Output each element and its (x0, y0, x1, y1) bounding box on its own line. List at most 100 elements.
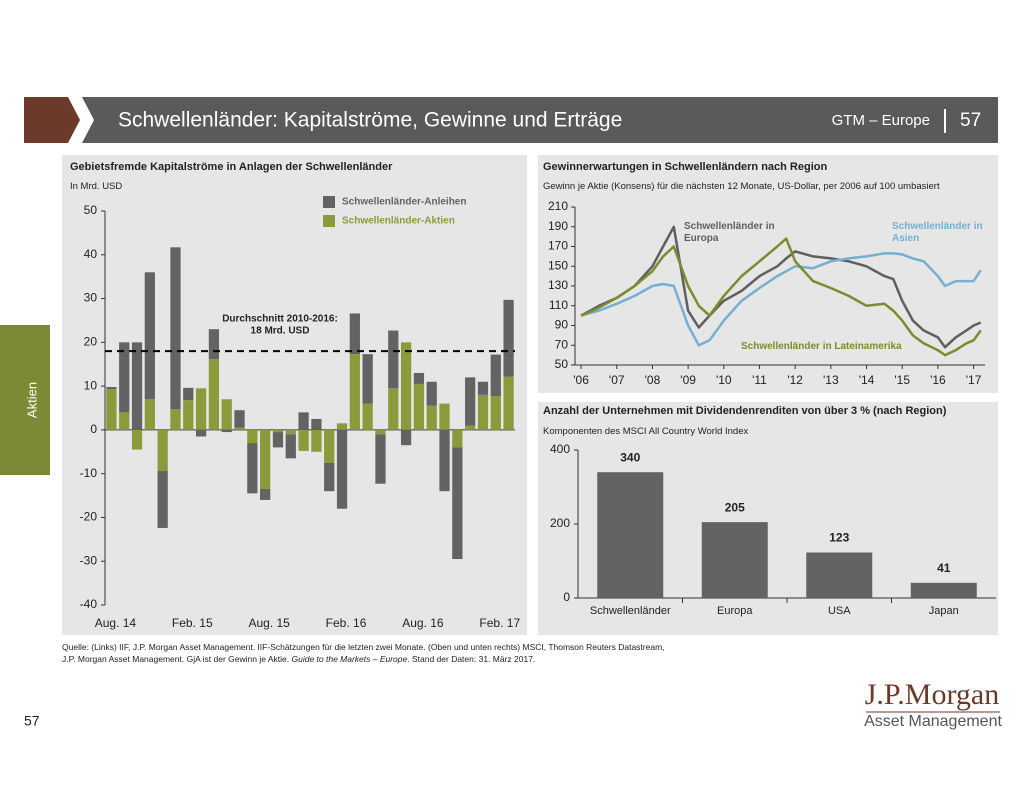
slide-title: Schwellenländer: Kapitalströme, Gewinne … (118, 109, 622, 132)
y-tick-label: 400 (550, 442, 570, 456)
bar-segment (106, 386, 117, 390)
bar (910, 582, 977, 598)
legend-swatch (323, 215, 335, 227)
bar-segment (439, 429, 450, 492)
bar-segment (298, 429, 309, 451)
bar-segment (388, 330, 399, 389)
series-label: Schwellenländer in Lateinamerika (741, 341, 902, 352)
bar-segment (477, 381, 489, 395)
bar-segment (195, 429, 207, 437)
bar-segment (336, 429, 348, 509)
x-tick-label: '08 (645, 373, 661, 387)
x-tick-label: Feb. 16 (326, 616, 367, 630)
x-tick-label: Aug. 16 (402, 616, 444, 630)
chart-subtitle: Komponenten des MSCI All Country World I… (543, 426, 749, 437)
chart-title: Anzahl der Unternehmen mit Dividendenren… (543, 405, 947, 417)
footer-page-number: 57 (24, 713, 40, 729)
legend-swatch (323, 196, 335, 208)
side-tab (0, 325, 50, 475)
bar-segment (400, 342, 412, 430)
bar-segment (234, 410, 245, 428)
series-label: Schwellenländer in Asien (892, 221, 983, 244)
logo: J.P.Morgan (865, 678, 999, 711)
source-text: . Stand der Daten: 31. März 2017. (407, 654, 536, 664)
bar-segment (221, 429, 232, 433)
x-tick-label: Japan (929, 605, 959, 617)
y-tick-label: 40 (84, 247, 98, 261)
x-tick-label: '06 (573, 373, 589, 387)
bar-segment (119, 342, 130, 413)
y-tick-label: 50 (84, 203, 98, 217)
x-tick-label: '12 (787, 373, 803, 387)
value-label: 41 (937, 561, 951, 575)
bar-segment (272, 432, 284, 448)
y-tick-label: 30 (84, 291, 98, 305)
x-tick-label: '10 (716, 373, 732, 387)
source-line: J.P. Morgan Asset Management. GjA ist de… (62, 653, 665, 665)
logo-sub: Asset Management (864, 713, 1002, 730)
chart-title: Gebietsfremde Kapitalströme in Anlagen d… (70, 161, 393, 173)
page-number: 57 (960, 110, 981, 131)
bar-segment (426, 381, 437, 406)
chart-subtitle: Gewinn je Aktie (Konsens) für die nächst… (543, 181, 940, 192)
bar-segment (208, 329, 220, 359)
bar-segment (388, 388, 399, 430)
panel (538, 155, 998, 393)
bar-segment (260, 429, 271, 489)
y-tick-label: 150 (548, 258, 568, 272)
x-tick-label: Feb. 17 (479, 616, 520, 630)
legend-label: Schwellenländer-Aktien (342, 216, 455, 227)
x-tick-label: '16 (930, 373, 946, 387)
line-series (580, 225, 982, 349)
side-tab-label: Aktien (24, 382, 39, 418)
chart-subtitle: In Mrd. USD (70, 181, 123, 192)
bar-segment (452, 447, 463, 560)
bar-segment (324, 429, 335, 463)
y-tick-label: 200 (550, 516, 570, 530)
bar-segment (375, 429, 386, 435)
bar-segment (452, 429, 463, 448)
bar-segment (362, 403, 373, 430)
bar-segment (157, 429, 168, 472)
region: GTM – Europe (832, 112, 930, 129)
bar-segment (131, 429, 143, 450)
x-tick-label: USA (828, 605, 851, 617)
line-series (580, 237, 982, 357)
bar-segment (170, 409, 181, 430)
header-accent (24, 97, 80, 143)
bar-segment (465, 425, 476, 430)
y-tick-label: 90 (555, 318, 569, 332)
source-line: Quelle: (Links) IIF, J.P. Morgan Asset M… (62, 642, 665, 652)
bar-segment (311, 429, 322, 452)
source-text: J.P. Morgan Asset Management. GjA ist de… (62, 654, 290, 664)
bar-segment (144, 272, 155, 400)
y-tick-label: 110 (549, 298, 568, 312)
bar-segment (170, 247, 181, 410)
bar-segment (144, 399, 155, 430)
bar-segment (375, 434, 386, 484)
y-tick-label: -10 (80, 466, 98, 480)
bar-segment (272, 429, 284, 433)
x-tick-label: '11 (752, 373, 767, 387)
bar-segment (234, 427, 245, 430)
bar (597, 472, 664, 598)
y-tick-label: -40 (80, 597, 98, 611)
x-tick-label: Aug. 14 (95, 616, 137, 630)
bar-segment (285, 429, 296, 435)
chart-title: Gewinnerwartungen in Schwellenländern na… (543, 161, 828, 173)
bar-segment (349, 354, 360, 430)
x-tick-label: Feb. 15 (172, 616, 213, 630)
bar-segment (413, 372, 425, 384)
value-label: 205 (725, 500, 745, 514)
legend-label: Schwellenländer-Anleihen (342, 197, 466, 208)
bar-segment (106, 389, 117, 430)
y-tick-label: 170 (548, 239, 568, 253)
bar-segment (324, 462, 335, 492)
bar-segment (477, 394, 489, 430)
y-tick-label: 70 (555, 337, 569, 351)
bar-segment (247, 443, 258, 494)
bar-segment (285, 434, 296, 459)
x-tick-label: '17 (966, 373, 982, 387)
bar-segment (183, 400, 194, 430)
bar-segment (157, 471, 168, 528)
